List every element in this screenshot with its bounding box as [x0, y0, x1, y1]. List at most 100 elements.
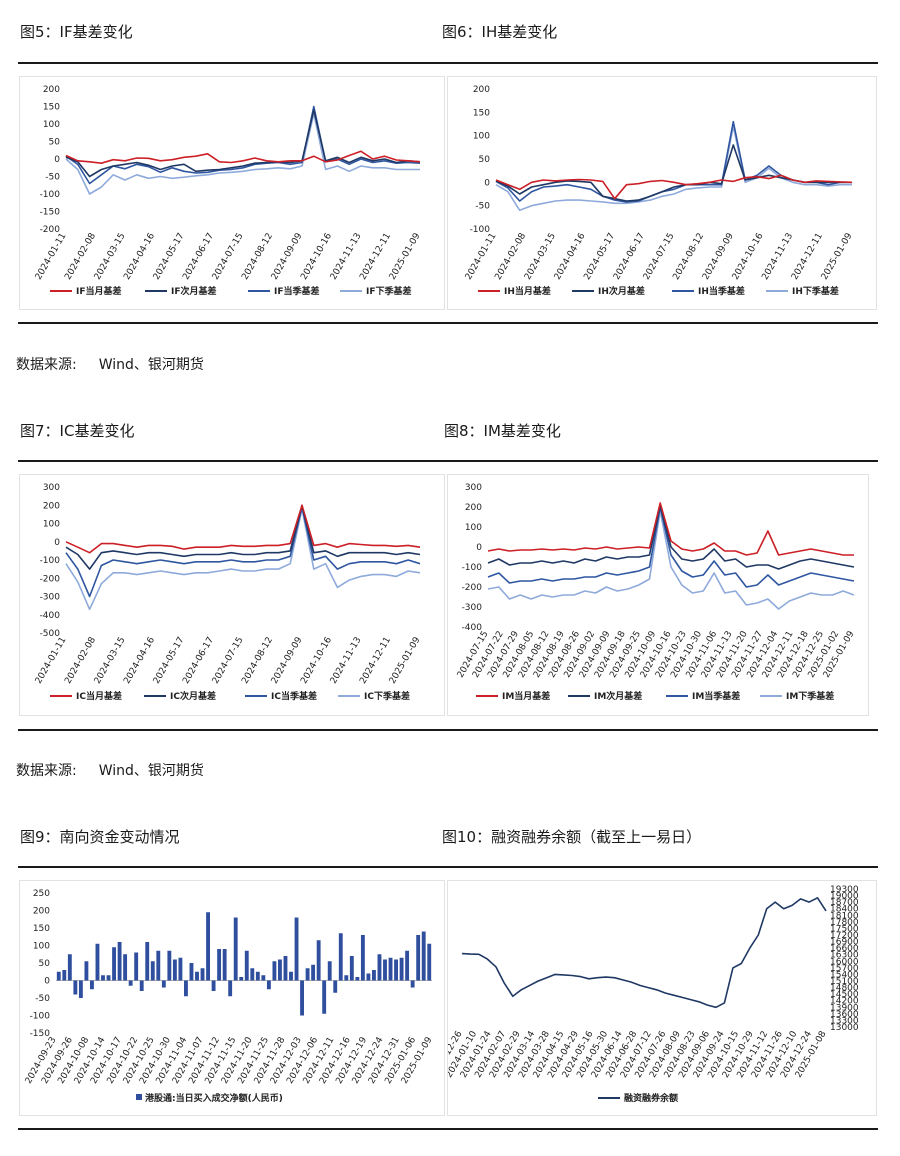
- bar: [372, 970, 376, 981]
- bar: [355, 977, 360, 981]
- bar: [139, 980, 144, 991]
- bar: [195, 971, 199, 981]
- bar: [172, 959, 177, 981]
- y-tick-label: 200: [43, 501, 60, 511]
- bar: [244, 950, 249, 981]
- y-tick-label: 150: [33, 924, 50, 934]
- bar: [117, 942, 122, 981]
- series-line: [65, 112, 420, 195]
- bar: [322, 980, 327, 1014]
- y-tick-label: -100: [462, 563, 483, 573]
- bar: [84, 961, 89, 981]
- bar: [289, 971, 293, 981]
- bar: [150, 961, 155, 981]
- legend-label: IH当月基差: [504, 285, 551, 297]
- y-tick-label: 300: [43, 483, 60, 493]
- y-tick-label: 50: [39, 959, 51, 969]
- x-tick-label: 2025-01-09: [388, 231, 423, 282]
- y-tick-label: -150: [30, 1029, 51, 1039]
- y-tick-label: 14200: [830, 997, 859, 1007]
- x-tick-label: 2024-08-12: [671, 232, 706, 282]
- legend-label: IM次月基差: [594, 690, 642, 702]
- bar: [294, 917, 299, 981]
- source-label: 数据来源:: [16, 763, 77, 779]
- bar: [200, 968, 205, 981]
- y-tick-label: 100: [43, 520, 60, 530]
- bar: [300, 980, 304, 1016]
- bar: [73, 980, 78, 995]
- bar: [316, 940, 321, 981]
- series-line: [487, 504, 855, 570]
- y-tick-label: 15400: [830, 970, 859, 980]
- x-tick-label: 2024-03-15: [93, 232, 128, 282]
- series-line: [461, 896, 827, 1009]
- y-tick-label: -200: [40, 225, 61, 235]
- legend-label: IM当月基差: [502, 690, 550, 702]
- y-tick-label: 18100: [830, 911, 859, 921]
- bar: [123, 954, 128, 981]
- bar: [327, 961, 332, 981]
- chart-panel-margin: 19300 19000 18700 18400 18100 17800 17500 17200…: [447, 880, 877, 1116]
- y-tick-label: 0: [476, 543, 482, 553]
- figure-5-title: 图5：IF基差变化: [20, 23, 133, 41]
- x-tick-label: 2024-09-09: [270, 635, 305, 686]
- series-line: [65, 504, 421, 554]
- y-tick-label: 200: [465, 503, 482, 513]
- bar: [416, 935, 421, 981]
- x-tick-label: 2024-12-11: [358, 636, 393, 686]
- y-tick-label: 200: [43, 85, 60, 95]
- series-line: [65, 504, 421, 570]
- legend-label: IM当季基差: [692, 690, 740, 702]
- y-tick-label: -400: [462, 623, 483, 633]
- bar: [184, 980, 188, 997]
- x-tick-label: 2025-01-09: [388, 635, 423, 686]
- y-tick-label: -100: [30, 1012, 51, 1022]
- bar: [222, 949, 227, 981]
- legend-label: 融资融券余额: [624, 1092, 678, 1104]
- bar: [56, 971, 61, 981]
- y-tick-label: 150: [473, 108, 490, 118]
- series-line: [65, 150, 421, 164]
- bar: [394, 959, 398, 981]
- y-tick-label: -300: [40, 593, 61, 603]
- x-tick-label: 2024-10-16: [299, 231, 334, 282]
- x-tick-label: 2025-01-09: [820, 231, 855, 282]
- bar: [211, 980, 216, 991]
- y-tick-label: 100: [473, 132, 490, 142]
- bar: [366, 973, 371, 981]
- y-tick-label: -200: [40, 574, 61, 584]
- chart-panel-ic: 300 200 100 0 -100 -200 -300 -400 -500 2024-01-11…: [19, 474, 445, 716]
- bar: [128, 980, 133, 986]
- source-text: Wind、银河期货: [98, 763, 204, 779]
- y-tick-label: -50: [475, 202, 490, 212]
- legend-label: IH次月基差: [598, 285, 645, 297]
- series-line: [65, 105, 421, 185]
- bar: [261, 975, 266, 981]
- bar: [333, 980, 338, 993]
- bar: [383, 959, 387, 981]
- x-tick-label: 2024-02-08: [63, 231, 98, 282]
- y-tick-label: -500: [40, 629, 61, 639]
- y-tick-label: 250: [33, 889, 50, 899]
- bar: [427, 943, 432, 981]
- y-tick-label: 19300: [830, 885, 859, 895]
- bottom-rule: [18, 1128, 878, 1130]
- figure-7-title: 图7：IC基差变化: [20, 422, 135, 440]
- x-tick-label: 2024-11-13: [760, 232, 795, 282]
- bar: [112, 947, 116, 981]
- bar: [250, 968, 255, 981]
- x-tick-label: 2024-08-12: [240, 636, 275, 686]
- bar: [360, 935, 365, 981]
- im-basis-chart: 3002001000-100-200-300-4002024-07-152024…: [456, 483, 857, 702]
- y-tick-label: 15700: [830, 964, 859, 974]
- y-tick-label: 16000: [830, 957, 859, 967]
- y-tick-label: 200: [473, 85, 490, 95]
- legend-label: IC次月基差: [170, 690, 216, 702]
- y-tick-label: 100: [33, 942, 50, 952]
- x-tick-label: 2024-01-11: [464, 232, 499, 282]
- y-tick-label: -50: [45, 173, 60, 183]
- y-tick-label: 19000: [830, 892, 859, 902]
- x-tick-label: 2024-02-08: [63, 635, 98, 686]
- x-tick-label: 2024-10-16: [299, 635, 334, 686]
- rule-1: [18, 322, 878, 324]
